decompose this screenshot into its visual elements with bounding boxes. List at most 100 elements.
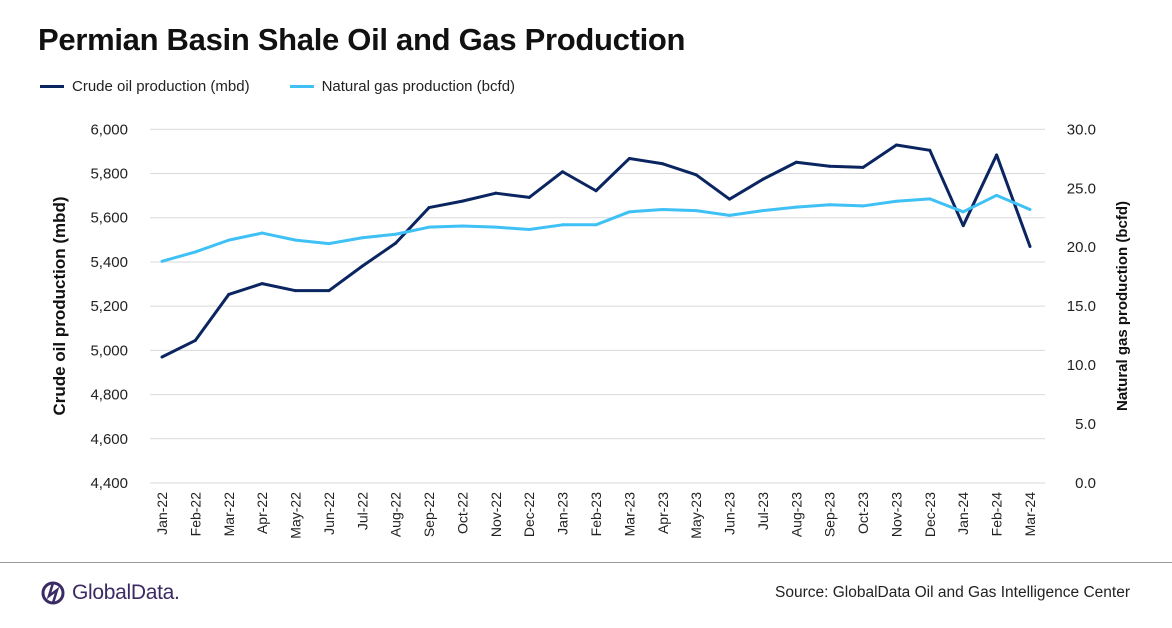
oil-data-point: [861, 165, 865, 169]
gas-series-line: [161, 193, 1031, 263]
gas-data-point: [861, 204, 865, 208]
x-tick-label: Jul-22: [354, 492, 370, 530]
x-tick-label: Dec-23: [922, 492, 938, 537]
x-tick-label: Apr-23: [655, 492, 671, 534]
x-tick-label: Feb-23: [588, 492, 604, 537]
legend-label-oil: Crude oil production (mbd): [72, 78, 250, 95]
oil-data-point: [661, 162, 665, 166]
y2-tick-label: 15.0: [1067, 298, 1096, 315]
oil-data-point: [794, 160, 798, 164]
x-tick-label: Sep-22: [421, 492, 437, 537]
x-tick-label: May-22: [288, 492, 304, 539]
x-tick-label: Oct-23: [855, 492, 871, 534]
oil-data-point: [728, 197, 732, 201]
gas-data-point: [360, 236, 364, 240]
gas-data-point: [894, 199, 898, 203]
oil-data-point: [360, 264, 364, 268]
y2-tick-label: 30.0: [1067, 121, 1096, 138]
globaldata-logo-icon: [41, 581, 65, 605]
x-tick-label: Jan-24: [955, 492, 971, 535]
gas-data-point: [794, 205, 798, 209]
oil-data-point: [227, 292, 231, 296]
gas-data-point: [193, 250, 197, 254]
x-tick-label: Apr-22: [254, 492, 270, 534]
oil-data-point: [894, 143, 898, 147]
oil-data-point: [427, 206, 431, 210]
x-tick-label: Jul-23: [755, 492, 771, 530]
gas-data-point: [460, 224, 464, 228]
gas-data-point: [494, 225, 498, 229]
source-note: Source: GlobalData Oil and Gas Intellige…: [775, 584, 1130, 601]
legend-swatch-oil: [40, 85, 64, 88]
y-tick-label: 4,400: [90, 475, 128, 492]
gas-data-point: [561, 223, 565, 227]
x-tick-label: Nov-23: [888, 492, 904, 537]
y2-tick-label: 20.0: [1067, 239, 1096, 256]
gas-data-point: [761, 209, 765, 213]
oil-data-point: [260, 282, 264, 286]
x-tick-label: Nov-22: [488, 492, 504, 537]
gas-data-point: [627, 210, 631, 214]
oil-data-point: [694, 173, 698, 177]
gas-data-point: [327, 242, 331, 246]
x-tick-label: Jun-23: [722, 492, 738, 535]
y-tick-label: 5,400: [90, 254, 128, 271]
oil-series-line: [161, 143, 1032, 359]
oil-data-point: [494, 191, 498, 195]
y-tick-label: 5,000: [90, 342, 128, 359]
oil-data-point: [761, 177, 765, 181]
y-tick-label: 4,800: [90, 387, 128, 404]
logo-text: GlobalData.: [72, 581, 180, 604]
oil-data-point: [394, 241, 398, 245]
gas-data-point: [294, 238, 298, 242]
gas-data-point: [160, 259, 164, 263]
x-tick-label: Jun-22: [321, 492, 337, 535]
gas-data-point: [694, 209, 698, 213]
legend-item-gas: Natural gas production (bcfd): [289, 78, 516, 95]
x-tick-label: Oct-22: [454, 492, 470, 534]
gas-data-point: [961, 210, 965, 214]
x-tick-label: Aug-22: [388, 492, 404, 537]
x-tick-label: May-23: [688, 492, 704, 539]
y-axis-label: Crude oil production (mbd): [50, 196, 69, 415]
gas-data-point: [828, 203, 832, 207]
x-tick-label: Jan-23: [555, 492, 571, 535]
x-tick-label: Dec-22: [521, 492, 537, 537]
oil-data-point: [327, 289, 331, 293]
x-tick-label: Aug-23: [788, 492, 804, 537]
gas-data-point: [661, 207, 665, 211]
gas-data-point: [1028, 207, 1032, 211]
x-tick-label: Mar-22: [221, 492, 237, 537]
x-tick-label: Feb-24: [989, 492, 1005, 537]
y2-tick-label: 25.0: [1067, 180, 1096, 197]
footer-divider: [0, 562, 1172, 563]
gas-data-point: [928, 197, 932, 201]
x-tick-label: Jan-22: [154, 492, 170, 535]
legend-item-oil: Crude oil production (mbd): [40, 78, 250, 95]
y-tick-label: 5,200: [90, 298, 128, 315]
gas-data-point: [227, 238, 231, 242]
oil-data-point: [294, 289, 298, 293]
y-tick-label: 6,000: [90, 121, 128, 138]
legend-swatch-gas: [289, 85, 314, 88]
gas-data-point: [728, 213, 732, 217]
gas-data-point: [527, 228, 531, 232]
y-tick-label: 4,600: [90, 431, 128, 448]
oil-data-point: [928, 148, 932, 152]
gas-data-point: [427, 225, 431, 229]
x-tick-label: Sep-23: [822, 492, 838, 537]
oil-data-point: [527, 195, 531, 199]
gas-data-point: [995, 193, 999, 197]
oil-data-point: [160, 355, 164, 359]
x-tick-label: Feb-22: [187, 492, 203, 537]
legend-label-gas: Natural gas production (bcfd): [321, 78, 516, 95]
oil-data-point: [828, 164, 832, 168]
y-tick-label: 5,800: [90, 166, 128, 183]
globaldata-logo: GlobalData.: [40, 580, 180, 606]
chart-title: Permian Basin Shale Oil and Gas Producti…: [38, 22, 686, 57]
oil-data-point: [193, 338, 197, 342]
oil-data-point: [460, 199, 464, 203]
y2-tick-label: 10.0: [1067, 357, 1096, 374]
y2-tick-label: 0.0: [1075, 475, 1096, 492]
oil-data-point: [961, 224, 965, 228]
